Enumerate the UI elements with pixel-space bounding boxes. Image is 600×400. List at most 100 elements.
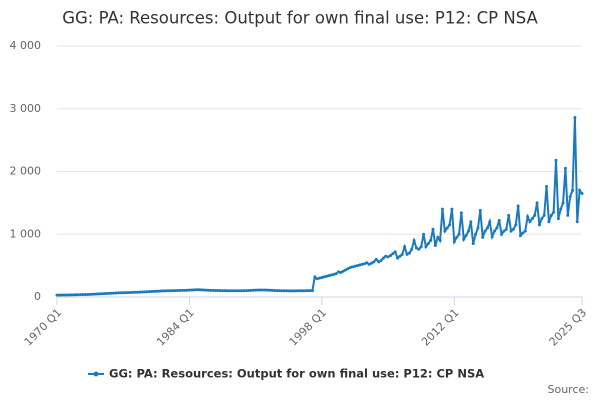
point [466,229,470,233]
point [197,288,201,292]
point [235,289,239,293]
point [164,289,168,293]
point [239,289,243,293]
point [535,201,539,205]
point [206,288,210,292]
point [433,244,437,248]
x-tick-label: 1984 Q1 [154,306,197,349]
point [493,229,496,233]
point [495,226,499,230]
point [426,242,430,246]
point [381,256,385,260]
point [334,272,338,276]
point [469,220,473,224]
point [55,293,59,297]
point [280,289,284,293]
point [199,288,203,292]
point [568,195,572,199]
point [526,215,530,219]
point [325,274,329,278]
point [377,260,381,264]
point [228,289,232,293]
point [471,242,475,246]
point [438,239,442,243]
point [348,266,352,270]
point [414,246,418,250]
point [511,227,515,231]
point [457,232,461,236]
point [362,262,366,266]
point [121,291,125,295]
point [464,234,468,238]
point [308,289,312,293]
point [265,288,269,292]
point [448,223,452,227]
point [152,289,156,293]
point [410,247,414,251]
point [341,269,345,273]
point [353,264,357,268]
point [440,207,444,211]
point [419,245,423,249]
point [370,261,374,265]
point [67,293,71,297]
point [128,290,132,294]
point [306,289,310,293]
point [270,288,274,292]
point [76,293,80,297]
point [578,188,582,192]
point [566,213,570,217]
point [384,254,388,258]
point [204,288,208,292]
point [545,185,549,189]
y-tick-label: 1 000 [10,227,42,240]
point [185,288,189,292]
point [178,288,182,292]
point [391,252,395,256]
point [258,288,262,292]
point [360,262,364,266]
point [528,220,532,224]
point [100,292,104,296]
point [530,217,534,221]
point [556,217,560,221]
point [355,264,359,268]
point [282,289,286,293]
point [379,259,383,263]
point [251,288,255,292]
point [320,276,324,280]
point [436,235,440,239]
point [478,208,482,212]
point [190,288,194,292]
point [417,247,421,251]
point [351,265,355,269]
point [533,213,537,217]
point [105,291,109,295]
point [57,293,61,297]
point [244,289,248,293]
point [445,226,449,230]
point [242,289,246,293]
y-tick-label: 3 000 [10,102,42,115]
source: Source: [548,383,590,396]
point [180,288,184,292]
x-tick-label: 2012 Q1 [419,306,462,349]
point [481,235,485,239]
point [459,211,463,215]
point [485,226,489,230]
point [140,290,144,294]
point [332,272,336,276]
point [81,293,85,297]
point [483,229,487,233]
point [254,288,258,292]
point [561,201,565,205]
point [114,291,118,295]
point [580,191,584,195]
point [62,293,66,297]
point [407,251,411,255]
point [209,288,213,292]
point [519,234,523,238]
point [502,229,506,233]
point [213,288,217,292]
